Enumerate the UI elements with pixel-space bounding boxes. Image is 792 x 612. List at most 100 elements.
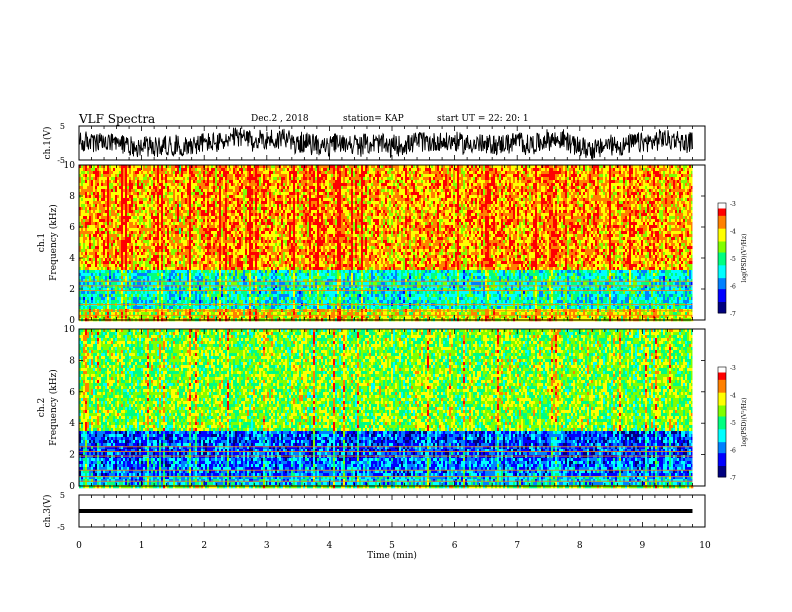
spectrogram-cell bbox=[615, 177, 617, 180]
spectrogram-cell bbox=[489, 198, 491, 201]
spectrogram-cell bbox=[655, 171, 657, 174]
spectrogram-cell bbox=[545, 198, 547, 201]
spectrogram-cell bbox=[489, 171, 491, 174]
spectrogram-cell bbox=[409, 186, 411, 189]
spectrogram-cell bbox=[423, 177, 425, 180]
spectrogram-cell bbox=[249, 186, 251, 189]
spectrogram-cell bbox=[457, 180, 459, 183]
spectrogram-cell bbox=[403, 168, 405, 171]
spectrogram-cell bbox=[605, 207, 607, 210]
spectrogram-cell bbox=[97, 207, 99, 210]
spectrogram-cell bbox=[429, 201, 431, 204]
spectrogram-cell bbox=[205, 180, 207, 183]
spectrogram-cell bbox=[543, 171, 545, 174]
spectrogram-cell bbox=[521, 177, 523, 180]
spectrogram-cell bbox=[301, 186, 303, 189]
spectrogram-cell bbox=[363, 183, 365, 186]
spectrogram-cell bbox=[513, 210, 515, 213]
spectrogram-cell bbox=[399, 174, 401, 177]
spectrogram-cell bbox=[549, 201, 551, 204]
spectrogram-cell bbox=[505, 183, 507, 186]
spectrogram-cell bbox=[233, 189, 235, 192]
spectrogram-cell bbox=[253, 210, 255, 213]
spectrogram-cell bbox=[123, 189, 125, 192]
spectrogram-cell bbox=[569, 207, 571, 210]
spectrogram-cell bbox=[269, 171, 271, 174]
spectrogram-cell bbox=[375, 183, 377, 186]
spectrogram-cell bbox=[437, 207, 439, 210]
spectrogram-cell bbox=[333, 198, 335, 201]
spectrogram-cell bbox=[521, 174, 523, 177]
spectrogram-cell bbox=[323, 180, 325, 183]
spectrogram-cell bbox=[113, 186, 115, 189]
spectrogram-cell bbox=[229, 198, 231, 201]
spectrogram-cell bbox=[147, 189, 149, 192]
spectrogram-cell bbox=[467, 195, 469, 198]
spectrogram-cell bbox=[429, 177, 431, 180]
spectrogram-cell bbox=[529, 210, 531, 213]
spectrogram-cell bbox=[571, 210, 573, 213]
spectrogram-cell bbox=[665, 177, 667, 180]
spectrogram-cell bbox=[573, 201, 575, 204]
spectrogram-cell bbox=[537, 207, 539, 210]
spectrogram-cell bbox=[429, 192, 431, 195]
spectrogram-cell bbox=[407, 210, 409, 213]
spectrogram-cell bbox=[189, 168, 191, 171]
spectrogram-cell bbox=[303, 192, 305, 195]
spectrogram-cell bbox=[627, 174, 629, 177]
spectrogram-cell bbox=[209, 174, 211, 177]
spectrogram-cell bbox=[113, 180, 115, 183]
spectrogram-cell bbox=[243, 168, 245, 171]
spectrogram-cell bbox=[621, 198, 623, 201]
spectrogram-cell bbox=[271, 180, 273, 183]
spectrogram-cell bbox=[615, 189, 617, 192]
spectrogram-cell bbox=[479, 204, 481, 207]
spectrogram-cell bbox=[293, 168, 295, 171]
spectrogram-cell bbox=[325, 207, 327, 210]
spectrogram-cell bbox=[651, 183, 653, 186]
spectrogram-cell bbox=[351, 180, 353, 183]
spectrogram-cell bbox=[463, 168, 465, 171]
spectrogram-cell bbox=[87, 177, 89, 180]
spectrogram-cell bbox=[251, 186, 253, 189]
spectrogram-cell bbox=[641, 210, 643, 213]
spectrogram-cell bbox=[207, 189, 209, 192]
spectrogram-cell bbox=[405, 198, 407, 201]
spectrogram-cell bbox=[561, 207, 563, 210]
spectrogram-cell bbox=[449, 180, 451, 183]
spectrogram-cell bbox=[421, 207, 423, 210]
spectrogram-cell bbox=[109, 192, 111, 195]
spectrogram-cell bbox=[355, 210, 357, 213]
spectrogram-cell bbox=[535, 210, 537, 213]
spectrogram-cell bbox=[377, 207, 379, 210]
spectrogram-cell bbox=[435, 195, 437, 198]
spectrogram-cell bbox=[495, 168, 497, 171]
spectrogram-cell bbox=[141, 186, 143, 189]
spectrogram-cell bbox=[647, 174, 649, 177]
spectrogram-cell bbox=[383, 174, 385, 177]
spectrogram-cell bbox=[221, 171, 223, 174]
spectrogram-cell bbox=[183, 210, 185, 213]
spectrogram-cell bbox=[387, 192, 389, 195]
spectrogram-cell bbox=[603, 186, 605, 189]
spectrogram-cell bbox=[137, 174, 139, 177]
spectrogram-cell bbox=[421, 198, 423, 201]
spectrogram-cell bbox=[321, 198, 323, 201]
spectrogram-cell bbox=[257, 171, 259, 174]
spectrogram-cell bbox=[313, 198, 315, 201]
spectrogram-cell bbox=[291, 174, 293, 177]
spectrogram-cell bbox=[609, 204, 611, 207]
spectrogram-cell bbox=[261, 204, 263, 207]
spectrogram-cell bbox=[563, 201, 565, 204]
spectrogram-cell bbox=[589, 177, 591, 180]
spectrogram-cell bbox=[577, 207, 579, 210]
spectrogram-cell bbox=[613, 207, 615, 210]
spectrogram-cell bbox=[209, 204, 211, 207]
spectrogram-cell bbox=[641, 201, 643, 204]
spectrogram-cell bbox=[611, 207, 613, 210]
spectrogram-cell bbox=[395, 198, 397, 201]
spectrogram-cell bbox=[405, 204, 407, 207]
spectrogram-cell bbox=[87, 204, 89, 207]
spectrogram-cell bbox=[581, 174, 583, 177]
spectrogram-cell bbox=[413, 204, 415, 207]
